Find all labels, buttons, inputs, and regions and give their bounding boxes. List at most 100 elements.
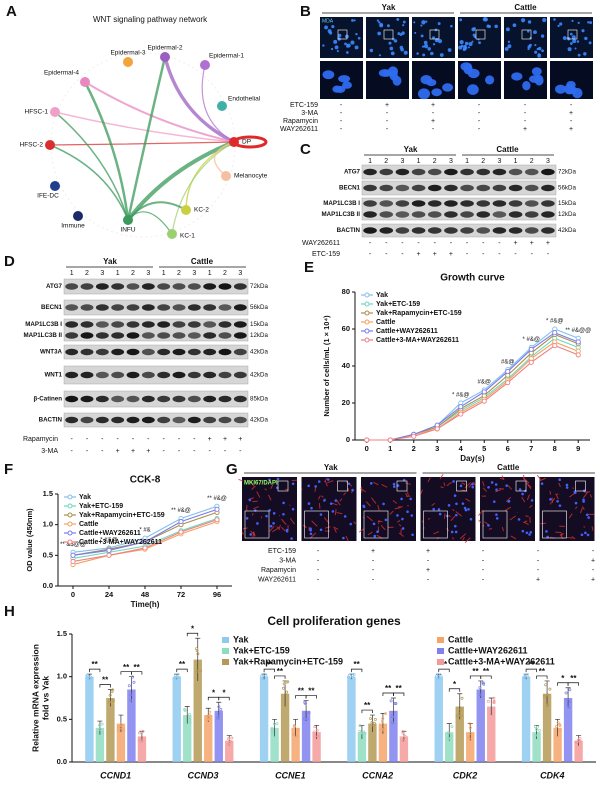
blot-row-label: β-Catinen — [33, 396, 62, 403]
significance-bracket — [89, 668, 101, 673]
treatment-mark: - — [369, 240, 372, 247]
stain-label: MDA — [322, 18, 334, 24]
blot-strip — [63, 299, 249, 316]
nucleus — [400, 47, 404, 52]
bar — [301, 710, 311, 762]
nucleus — [580, 533, 584, 537]
lane-number: 2 — [177, 270, 181, 277]
treatment-mark: - — [570, 102, 573, 109]
nucleus — [331, 24, 335, 29]
nucleus — [576, 40, 580, 43]
chart-title: CCK-8 — [130, 475, 161, 486]
nucleus — [464, 41, 469, 46]
nucleus — [397, 32, 401, 36]
actin-fiber — [549, 490, 552, 495]
nucleus — [569, 42, 573, 45]
network-node-label: KC-1 — [180, 233, 195, 240]
data-point — [142, 545, 148, 551]
blot-band — [80, 348, 94, 356]
sample-dot — [111, 688, 115, 692]
sample-dot — [544, 683, 548, 687]
nucleus — [396, 17, 400, 21]
nucleus — [416, 52, 419, 55]
treatment-label: ETC-159 — [312, 251, 340, 258]
nucleus — [392, 485, 396, 488]
significance-label: ** — [441, 660, 448, 669]
significance-label: ** — [539, 667, 546, 676]
significance-bracket — [567, 682, 579, 686]
nucleus — [459, 484, 463, 488]
x-tick-label: 0 — [365, 444, 369, 453]
blot-band — [524, 200, 539, 207]
network-node-label: Immune — [61, 223, 85, 230]
x-tick-label: 0 — [71, 590, 75, 599]
nucleus — [423, 40, 428, 45]
sample-dot — [373, 718, 377, 721]
blot-band — [141, 395, 155, 403]
blot-band — [395, 184, 410, 192]
blot-row-label: BECN1 — [41, 304, 63, 311]
blot-row-label: MAP1LC3B I — [323, 200, 360, 207]
inset-box — [521, 29, 532, 40]
nucleus — [462, 47, 466, 52]
nucleus — [505, 484, 508, 487]
sample-dot — [401, 739, 405, 743]
nucleus — [582, 500, 585, 503]
treatment-mark: + — [591, 576, 595, 583]
blot-band — [203, 416, 217, 424]
nucleus — [471, 27, 476, 32]
nucleus — [567, 47, 572, 52]
legend-marker — [67, 521, 73, 527]
treatment-mark: - — [482, 557, 485, 564]
group-label: Yak — [103, 257, 117, 266]
sample-dot — [436, 673, 440, 676]
actin-fiber — [248, 480, 255, 487]
nucleus — [401, 31, 405, 35]
error-bar — [216, 701, 222, 720]
lane-number: 3 — [400, 158, 404, 165]
actin-fiber — [440, 486, 444, 489]
nucleus — [290, 537, 293, 540]
actin-fiber — [464, 537, 471, 543]
nucleus — [310, 506, 313, 510]
lane-number: 1 — [417, 158, 421, 165]
nucleus — [467, 508, 470, 511]
actin-fiber — [311, 520, 318, 527]
data-point — [214, 506, 220, 512]
significance-annotation: * #&@ — [523, 337, 540, 343]
lane-number: 2 — [530, 158, 534, 165]
actin-fiber — [353, 521, 357, 525]
treatment-label: WAY262611 — [258, 576, 296, 583]
bar — [521, 676, 531, 762]
network-edge — [213, 141, 235, 177]
blot-band — [363, 200, 377, 207]
actin-fiber — [583, 526, 586, 528]
treatment-mark: - — [162, 448, 165, 455]
nucleus — [587, 21, 590, 24]
treatment-mark: - — [86, 436, 89, 443]
network-node-label: HFSC-1 — [25, 109, 49, 116]
blot-band — [126, 395, 140, 403]
x-tick-label: 8 — [553, 444, 557, 453]
sample-dot — [358, 724, 362, 728]
treatment-mark: - — [386, 118, 389, 125]
sample-dot — [122, 728, 126, 732]
error-bar — [107, 689, 113, 707]
network-edge — [163, 56, 235, 144]
blot-band — [157, 304, 171, 311]
nucleus — [377, 31, 382, 36]
significance-bracket — [557, 682, 569, 686]
blot-band — [187, 395, 201, 403]
nucleus — [450, 530, 454, 534]
actin-fiber — [327, 480, 334, 484]
nucleus — [468, 42, 473, 47]
inset-box — [277, 480, 289, 492]
nucleus — [420, 24, 423, 27]
actin-fiber — [504, 506, 512, 512]
blot-band — [126, 304, 140, 311]
blot-band — [95, 348, 109, 356]
actin-fiber — [281, 518, 287, 525]
treatment-mark: - — [466, 251, 469, 258]
legend-marker — [67, 512, 73, 518]
sample-dot — [281, 686, 285, 690]
